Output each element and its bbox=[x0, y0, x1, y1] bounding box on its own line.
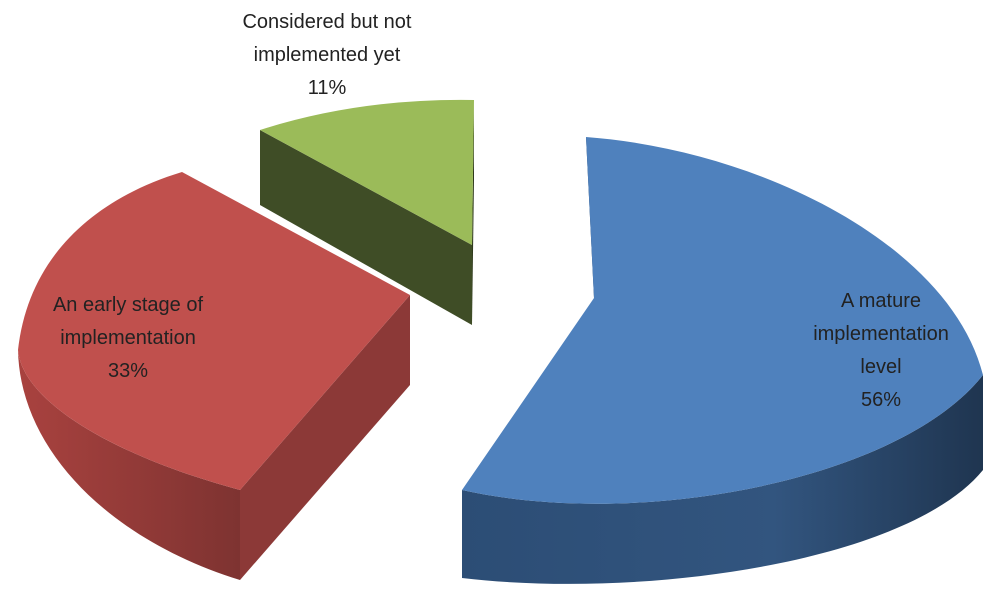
slice-group-33 bbox=[18, 172, 410, 580]
slice-label-33-line1: An early stage of bbox=[53, 294, 204, 316]
pie-slice-56-side bbox=[462, 375, 983, 584]
slice-label-56-line1: A mature bbox=[841, 290, 921, 312]
slice-label-56-line3: level bbox=[860, 356, 901, 378]
slice-label-56-percent: 56% bbox=[861, 389, 901, 411]
slice-label-11-line1: Considered but not bbox=[242, 11, 411, 33]
slice-label-11: Considered but not implemented yet 11% bbox=[242, 11, 411, 99]
slice-label-33-line2: implementation bbox=[60, 327, 196, 349]
pie-slice-11 bbox=[260, 99, 474, 245]
slice-label-11-line2: implemented yet bbox=[254, 44, 401, 66]
pie-slice-33-side-inner bbox=[240, 295, 410, 580]
pie-slice-33 bbox=[18, 172, 410, 490]
slice-label-11-percent: 11% bbox=[308, 77, 347, 99]
slice-label-56-line2: implementation bbox=[813, 323, 949, 345]
pie-slice-11-side-left bbox=[260, 130, 472, 325]
slice-label-33-percent: 33% bbox=[108, 360, 148, 382]
pie-slice-11-side-right bbox=[472, 100, 474, 325]
slice-label-33: An early stage of implementation 33% bbox=[53, 294, 204, 382]
pie-slice-56 bbox=[462, 137, 983, 504]
slice-group-56 bbox=[462, 137, 983, 584]
pie-slice-33-side bbox=[18, 350, 240, 580]
slice-group-11 bbox=[260, 99, 474, 325]
slice-label-56: A mature implementation level 56% bbox=[813, 290, 949, 411]
